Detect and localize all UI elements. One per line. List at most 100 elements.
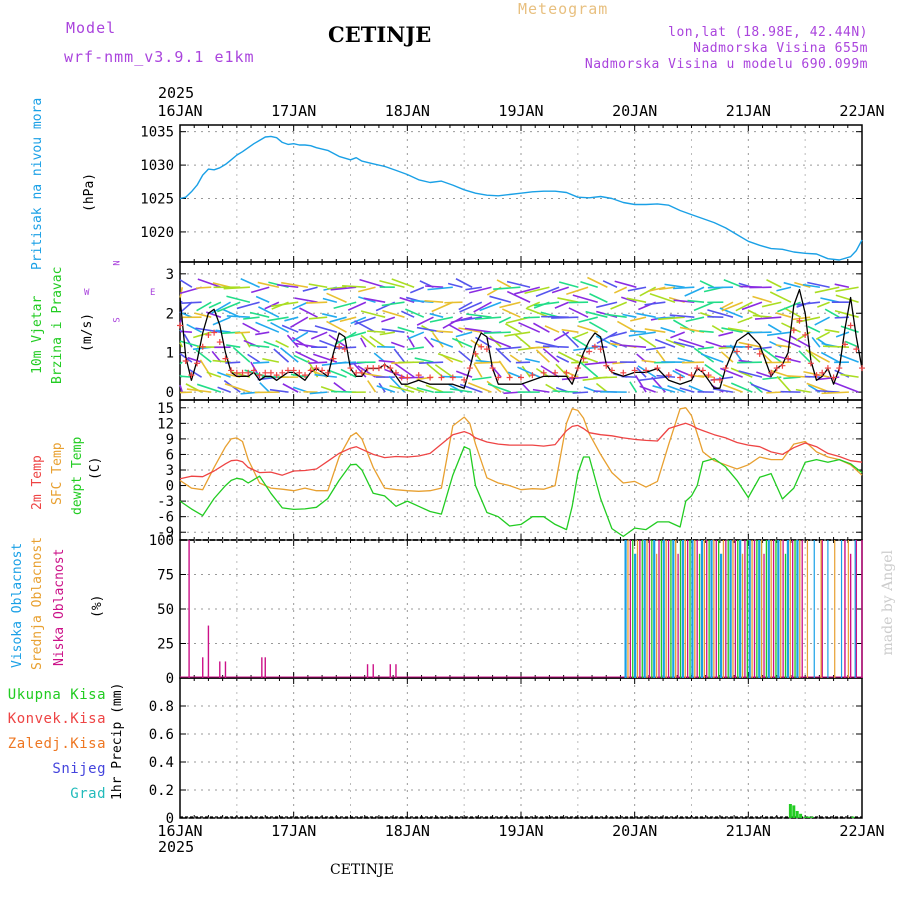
wind-arrow xyxy=(449,388,473,393)
gust-marker xyxy=(313,365,320,372)
wind-arrow xyxy=(197,278,222,288)
wind-arrow xyxy=(389,384,415,393)
wind-arrow xyxy=(593,376,618,379)
wind-arrow xyxy=(649,293,676,303)
gust-marker xyxy=(381,362,388,369)
gust-marker xyxy=(677,374,684,381)
wind-arrow xyxy=(814,286,840,294)
wind-arrow xyxy=(181,301,202,304)
wind-arrow xyxy=(326,292,347,303)
wind-arrow xyxy=(636,312,656,318)
gust-marker xyxy=(466,365,473,372)
gust-marker xyxy=(438,374,445,381)
wind-arrow xyxy=(416,386,434,393)
wind-arrow xyxy=(835,294,859,303)
wind-arrow xyxy=(405,308,425,318)
wind-arrow xyxy=(308,283,328,289)
gust-marker xyxy=(461,376,468,383)
wind-arrow xyxy=(730,382,753,393)
precip-legend-rain: Ukupna Kisa xyxy=(7,687,106,703)
wind-arrow xyxy=(196,383,222,393)
x-tick-label-top: 16JAN xyxy=(157,102,202,120)
coords-text: lon,lat (18.98E, 42.44N) xyxy=(668,25,868,40)
wind-arrow xyxy=(693,301,714,312)
gust-marker xyxy=(188,372,195,379)
wind-arrow xyxy=(335,361,357,364)
wind-arrow xyxy=(250,286,270,294)
wind-arrow xyxy=(208,301,222,309)
wind-arrow xyxy=(756,371,772,378)
wind-arrow xyxy=(455,337,464,348)
wind-arrow xyxy=(557,351,579,363)
wind-arrow xyxy=(561,376,589,381)
wind-arrow xyxy=(424,299,444,304)
wind-arrow xyxy=(579,361,599,378)
precip-bar xyxy=(851,816,855,818)
wind-arrow xyxy=(333,301,357,309)
wind-arrow xyxy=(838,354,859,363)
wind-arrow xyxy=(479,301,502,312)
wind-arrow xyxy=(291,331,309,343)
wind-arrow xyxy=(327,286,347,290)
wind-arrow xyxy=(677,357,695,363)
wind-arrow xyxy=(498,360,512,378)
wind-arrow xyxy=(270,321,289,333)
wind-arrow xyxy=(455,331,473,338)
gust-marker xyxy=(540,369,547,376)
wind-arrow xyxy=(359,278,386,289)
wind-arrow xyxy=(685,316,705,323)
gust-marker xyxy=(267,369,274,376)
wind-arrow xyxy=(700,353,724,363)
wind-arrow xyxy=(637,376,666,382)
wind-arrow xyxy=(834,283,850,289)
wind-arrow xyxy=(775,312,792,318)
wind-arrow xyxy=(521,383,531,393)
wind-arrow xyxy=(672,369,686,378)
x-tick-label-bottom: 18JAN xyxy=(385,822,430,840)
x-tick-label-top: 19JAN xyxy=(498,102,543,120)
wind-arrow xyxy=(328,369,347,378)
precip-legend-frz: Zaledj.Kisa xyxy=(7,736,106,752)
wind-arrow xyxy=(506,290,531,303)
wind-arrow xyxy=(333,382,347,393)
pressure-unit: (hPa) xyxy=(82,172,97,212)
wind-arrow xyxy=(217,386,231,393)
wind-arrow xyxy=(290,316,309,329)
wind-arrow xyxy=(459,301,483,313)
wind-arrow xyxy=(347,301,367,311)
gust-marker xyxy=(716,376,723,383)
x-tick-label-bottom: 22JAN xyxy=(839,822,884,840)
y-tick-label: 1035 xyxy=(140,125,174,141)
wind-arrow xyxy=(409,286,425,294)
wind-arrow xyxy=(532,388,550,393)
wind-axis-title-2: Brzina i Pravac xyxy=(50,266,65,384)
gust-marker xyxy=(415,372,422,379)
wind-arrow xyxy=(459,383,483,393)
wind-arrow xyxy=(310,331,328,340)
wind-arrow xyxy=(215,329,231,333)
y-tick-label: 2 xyxy=(166,306,174,322)
x-tick-label-top: 21JAN xyxy=(726,102,771,120)
wind-arrow xyxy=(441,375,463,378)
gust-marker xyxy=(284,367,291,374)
y-tick-label: 0 xyxy=(166,479,174,495)
wind-arrow xyxy=(589,293,608,303)
wind-arrow xyxy=(627,286,647,292)
wind-arrow xyxy=(196,286,212,289)
wind-arrow xyxy=(232,346,251,363)
wind-arrow xyxy=(329,316,347,323)
wind-arrow xyxy=(196,301,212,312)
wind-arrow xyxy=(783,376,801,380)
wind-arrow xyxy=(688,384,705,393)
wind-arrow xyxy=(762,348,782,363)
wind-arrow xyxy=(679,387,695,393)
wind-arrow xyxy=(596,301,618,309)
wind-arrow xyxy=(308,361,328,364)
wind-arrow xyxy=(741,301,763,311)
gust-marker xyxy=(205,331,212,338)
wind-arrow xyxy=(258,306,280,318)
gust-marker xyxy=(643,367,650,374)
wind-arrow xyxy=(212,316,231,326)
wind-arrow xyxy=(789,335,811,348)
